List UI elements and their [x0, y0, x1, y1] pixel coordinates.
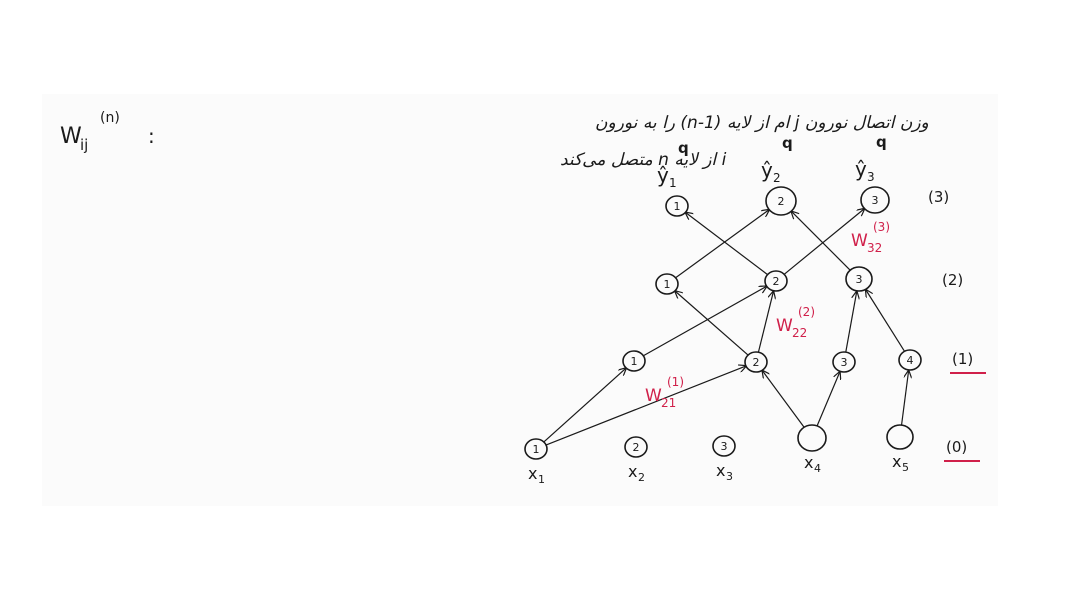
- edge-x1-to-h1_2: [545, 366, 745, 446]
- hidden1-node-number-h1_2: 2: [753, 356, 760, 369]
- output-label-sub-o2: 2: [773, 171, 781, 185]
- edge-h2_2-to-o1: [686, 213, 769, 276]
- output-node-o1: [665, 195, 689, 217]
- edge-h1_3-to-h2_3: [845, 292, 857, 353]
- hidden2-node-number-h2_1: 1: [664, 278, 671, 291]
- input-var-sub-x5: 5: [902, 461, 909, 474]
- output-node-o2: [765, 186, 797, 216]
- edge-h2_1-to-o2: [674, 210, 769, 279]
- input-node-x1: [524, 438, 548, 460]
- input-node-x2: [624, 436, 648, 458]
- hidden1-node-h1_4: [898, 349, 922, 371]
- definition-line-2: i از لایه n متصل می‌کند: [560, 150, 727, 170]
- output-mark-o1: q: [678, 139, 689, 157]
- input-node-x3: [712, 435, 736, 457]
- labels-group: x 1 x 2 x 3x 4 x 5ŷ 1qŷ 2qŷ 3q(0)(1)(2)(3)W 21(1)W 22…: [528, 133, 986, 486]
- input-var-sub-x4: 4: [814, 462, 821, 475]
- weight-label-w22_2: W: [776, 316, 793, 336]
- weight-symbol-sup: (n): [100, 110, 120, 126]
- hidden1-node-number-h1_4: 4: [907, 354, 914, 367]
- hidden2-node-h2_1: [655, 273, 679, 295]
- weight-label-sup-w22_2: (2): [798, 305, 815, 319]
- nodes-group: 1 2 3 1 2 3 4 1 2 3 1 2 3: [524, 186, 922, 460]
- edge-h2_2-to-o3: [783, 209, 864, 276]
- whiteboard: [42, 94, 998, 506]
- edge-x1-to-h1_1: [543, 368, 625, 443]
- output-label-o3: ŷ: [855, 157, 867, 181]
- layer-label-layer2: (2): [942, 271, 963, 289]
- edges-group: [543, 209, 909, 446]
- input-var-sub-x1: 1: [538, 473, 545, 486]
- layer-label-layer1: (1): [952, 350, 973, 368]
- input-node-number-x1: 1: [533, 443, 540, 456]
- hidden2-node-number-h2_2: 2: [773, 275, 780, 288]
- hidden2-node-h2_3: [845, 266, 873, 292]
- edge-h1_2-to-h2_1: [675, 291, 749, 356]
- output-label-o1: ŷ: [657, 163, 669, 187]
- input-var-label-x1: x: [528, 464, 537, 483]
- definition-colon: :: [148, 124, 155, 148]
- hidden1-node-number-h1_3: 3: [841, 356, 848, 369]
- weight-label-w32_3: W: [851, 231, 868, 251]
- weight-symbol-sub: ij: [80, 136, 88, 154]
- weight-label-sub-w21_1: 21: [661, 396, 676, 410]
- hidden1-node-number-h1_1: 1: [631, 355, 638, 368]
- weight-symbol-base: W: [60, 124, 82, 149]
- definition-line-1: وزن اتصال نورون j ام از لایه (n-1) را به…: [595, 113, 929, 133]
- output-node-number-o3: 3: [872, 194, 879, 207]
- output-node-number-o2: 2: [778, 195, 785, 208]
- weight-label-sup-w32_3: (3): [873, 220, 890, 234]
- output-label-o2: ŷ: [761, 158, 773, 182]
- edge-x5-to-h1_4: [900, 371, 909, 426]
- hidden1-node-h1_3: [832, 351, 856, 373]
- input-node-x4: [797, 424, 827, 452]
- output-label-sub-o3: 3: [867, 170, 875, 184]
- weight-label-sub-w32_3: 32: [867, 241, 882, 255]
- input-var-sub-x2: 2: [638, 471, 645, 484]
- edge-x4-to-h1_3: [816, 372, 840, 427]
- edge-h1_4-to-h2_3: [866, 290, 906, 352]
- output-node-number-o1: 1: [674, 200, 681, 213]
- layer-label-layer3: (3): [928, 188, 949, 206]
- output-mark-o2: q: [782, 134, 793, 152]
- weight-label-sup-w21_1: (1): [667, 375, 684, 389]
- edge-x4-to-h1_2: [763, 371, 805, 428]
- input-node-x5: [886, 424, 914, 450]
- input-var-label-x2: x: [628, 462, 637, 481]
- weight-label-w21_1: W: [645, 386, 662, 406]
- layer-label-layer0: (0): [946, 438, 967, 456]
- input-var-label-x4: x: [804, 453, 813, 472]
- hidden2-node-h2_2: [764, 270, 788, 292]
- hidden1-node-h1_2: [744, 351, 768, 373]
- hidden2-node-number-h2_3: 3: [856, 273, 863, 286]
- input-var-label-x3: x: [716, 461, 725, 480]
- edge-h2_3-to-o2: [792, 212, 851, 271]
- weight-label-sub-w22_2: 22: [792, 326, 807, 340]
- edge-h1_1-to-h2_2: [642, 286, 767, 357]
- hidden1-node-h1_1: [622, 350, 646, 372]
- input-var-label-x5: x: [892, 452, 901, 471]
- input-var-sub-x3: 3: [726, 470, 733, 483]
- output-node-o3: [860, 186, 890, 214]
- input-node-number-x2: 2: [633, 441, 640, 454]
- input-node-number-x3: 3: [721, 440, 728, 453]
- edge-h1_2-to-h2_2: [757, 292, 773, 353]
- notation-header: W ij (n) : وزن اتصال نورون j ام از لایه …: [60, 110, 929, 170]
- output-mark-o3: q: [876, 133, 887, 151]
- output-label-sub-o1: 1: [669, 176, 677, 190]
